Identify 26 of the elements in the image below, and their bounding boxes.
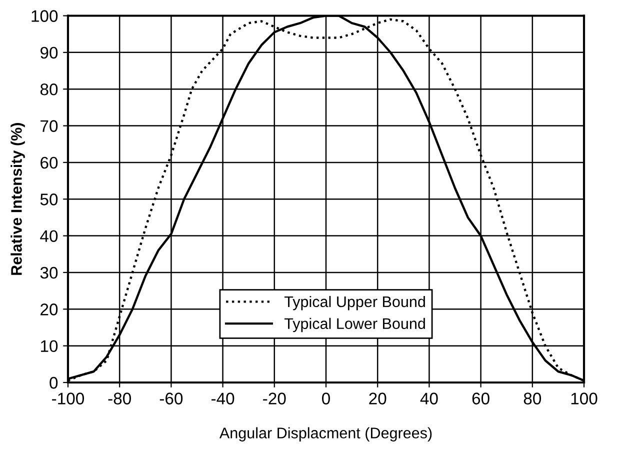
- x-tick-label: 60: [472, 392, 490, 404]
- y-tick-label: 100: [32, 10, 58, 22]
- x-tick-label: -40: [211, 392, 234, 404]
- y-tick-label: 80: [40, 84, 58, 96]
- x-tick-label: -80: [108, 392, 131, 404]
- x-tick-label: -20: [263, 392, 286, 404]
- legend-label: Typical Lower Bound: [284, 318, 425, 332]
- x-tick-label: 100: [571, 392, 598, 404]
- x-axis-title: Angular Displacment (Degrees): [219, 427, 432, 442]
- x-tick-label: 40: [420, 392, 438, 404]
- y-tick-label: 10: [40, 340, 58, 352]
- y-tick-label: 0: [50, 376, 58, 389]
- x-tick-label: -100: [52, 392, 84, 404]
- x-tick-label: 20: [369, 392, 386, 404]
- y-tick-label: 90: [40, 46, 58, 59]
- x-tick-label: 0: [322, 392, 330, 404]
- y-axis-title: Relative Intensity (%): [10, 123, 25, 275]
- y-tick-label: 40: [40, 230, 58, 242]
- y-tick-label: 20: [40, 304, 58, 316]
- x-tick-label: 80: [524, 392, 542, 404]
- y-tick-label: 70: [40, 120, 58, 132]
- legend-label: Typical Upper Bound: [284, 296, 425, 310]
- y-tick-label: 30: [40, 266, 58, 279]
- x-tick-label: -60: [160, 392, 183, 404]
- y-tick-label: 60: [40, 156, 58, 169]
- y-tick-label: 50: [40, 194, 58, 206]
